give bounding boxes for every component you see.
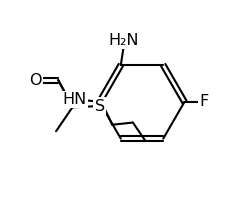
Text: O: O: [29, 73, 42, 88]
Text: F: F: [199, 94, 209, 109]
Text: H₂N: H₂N: [109, 33, 139, 48]
Text: HN: HN: [62, 92, 87, 107]
Text: S: S: [95, 99, 105, 114]
